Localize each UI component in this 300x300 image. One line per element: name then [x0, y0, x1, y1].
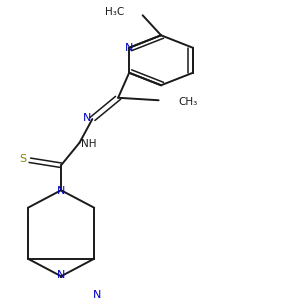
- Text: N: N: [57, 270, 65, 280]
- Text: N: N: [125, 43, 134, 53]
- Text: S: S: [19, 154, 26, 164]
- Text: N: N: [83, 113, 91, 123]
- Text: N: N: [57, 187, 65, 196]
- Text: N: N: [92, 290, 101, 300]
- Text: NH: NH: [81, 139, 97, 149]
- Text: H₃C: H₃C: [105, 7, 124, 16]
- Text: CH₃: CH₃: [179, 97, 198, 106]
